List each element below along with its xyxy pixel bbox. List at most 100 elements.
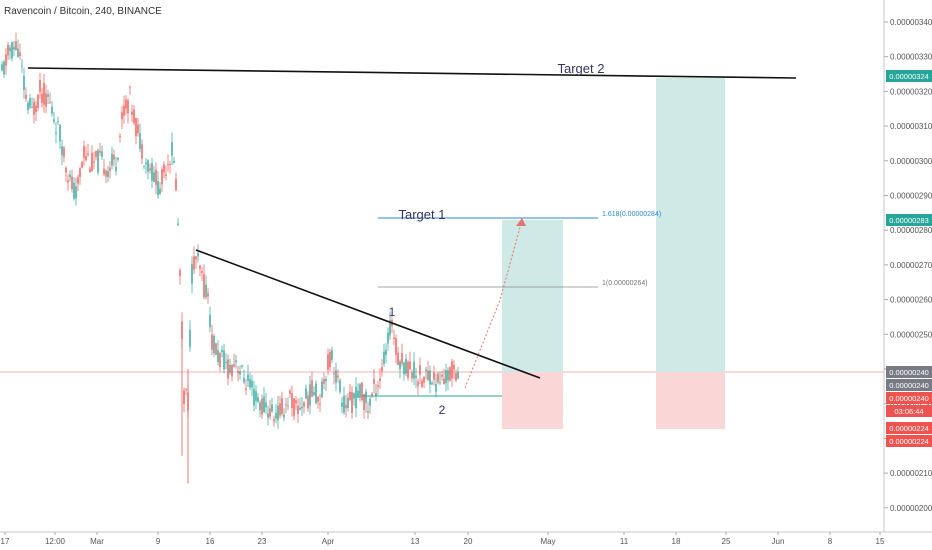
candle-body (47, 94, 49, 97)
candle-body (41, 93, 43, 103)
candle-body (315, 383, 317, 404)
x-tick-label: 23 (258, 537, 267, 546)
candle-body (431, 382, 433, 385)
candle-body (161, 169, 163, 185)
candle-body (7, 44, 9, 56)
candle-body (407, 361, 409, 378)
candle-body (423, 377, 425, 383)
candle-body (175, 178, 177, 191)
candle-body (179, 270, 181, 276)
candle-body (363, 394, 365, 410)
price-badge (886, 366, 932, 378)
candle-body (325, 378, 327, 382)
candle-body (275, 412, 277, 419)
candle-body (31, 106, 33, 108)
candle-body (265, 402, 267, 408)
candle-body (109, 167, 111, 171)
candle-body (25, 94, 27, 99)
candle-body (105, 170, 107, 177)
candle-body (131, 111, 133, 116)
candle-body (283, 414, 285, 418)
point1-label: 1 (389, 305, 396, 319)
candle-body (257, 397, 259, 402)
candle-body (147, 160, 149, 172)
candle-body (157, 180, 159, 196)
price-badge-text: 0.00000240 (889, 368, 929, 377)
x-tick-label: 20 (464, 537, 473, 546)
price-badge-text: 0.00000283 (889, 216, 929, 225)
candle-body (451, 361, 453, 379)
candle-body (303, 402, 305, 407)
candle-body (33, 101, 35, 115)
candle-body (129, 86, 131, 88)
candle-body (369, 398, 371, 406)
candle-body (103, 168, 105, 175)
candle-body (389, 320, 391, 336)
candle-body (409, 361, 411, 370)
candle-body (173, 160, 175, 163)
candle-body (375, 393, 377, 397)
candle-body (287, 405, 289, 407)
candle-body (337, 375, 339, 378)
candle-body (185, 389, 187, 391)
candle-body (429, 370, 431, 385)
candle-body (217, 350, 219, 362)
candle-body (361, 382, 363, 401)
candle-body (111, 153, 113, 166)
candle-body (127, 100, 129, 114)
candle-body (55, 132, 57, 134)
resistance-trendline[interactable] (27, 67, 797, 79)
candle-body (227, 359, 229, 379)
candle-body (183, 390, 185, 405)
y-tick-label: 0.00000300 (890, 157, 932, 166)
price-badge-text: 0.00000240 (889, 394, 929, 403)
candle-body (319, 403, 321, 405)
candle-body (279, 403, 281, 416)
candle-body (125, 99, 127, 109)
candle-body (255, 391, 257, 401)
candle-body (335, 370, 337, 383)
candle-body (311, 380, 313, 397)
candle-body (441, 374, 443, 377)
candle-body (53, 119, 55, 122)
candle-body (259, 402, 261, 411)
candle-body (215, 343, 217, 355)
candle-body (289, 390, 291, 394)
y-tick-label: 0.00000210 (890, 469, 932, 478)
x-tick-label: 16 (206, 537, 215, 546)
price-badge-text: 0.00000240 (889, 381, 929, 390)
candle-body (271, 404, 273, 412)
candle-body (73, 182, 75, 199)
candle-body (149, 168, 151, 171)
candle-body (365, 391, 367, 403)
candle-body (195, 256, 197, 260)
candle-body (219, 352, 221, 368)
candle-body (193, 256, 195, 270)
candle-body (209, 315, 211, 328)
candle-body (243, 377, 245, 383)
candle-body (117, 157, 119, 160)
x-tick-label: Apr (322, 537, 335, 546)
candle-body (151, 163, 153, 181)
x-tick-label: Mar (90, 537, 104, 546)
candle-body (29, 98, 31, 108)
candle-body (447, 370, 449, 381)
candle-body (19, 52, 21, 56)
candle-body (411, 372, 413, 379)
candle-body (445, 370, 447, 384)
target2-loss-zone (656, 372, 725, 429)
candle-body (313, 391, 315, 396)
candle-body (421, 380, 423, 387)
candle-body (27, 102, 29, 111)
x-tick-label: 25 (722, 537, 731, 546)
candle-body (171, 142, 173, 156)
point2-label: 2 (439, 403, 446, 417)
candle-body (295, 400, 297, 404)
candle-body (35, 105, 37, 113)
descending-trendline[interactable] (195, 249, 541, 379)
candle-body (439, 382, 441, 384)
candle-body (207, 293, 209, 297)
candle-body (449, 367, 451, 381)
candle-body (247, 374, 249, 381)
